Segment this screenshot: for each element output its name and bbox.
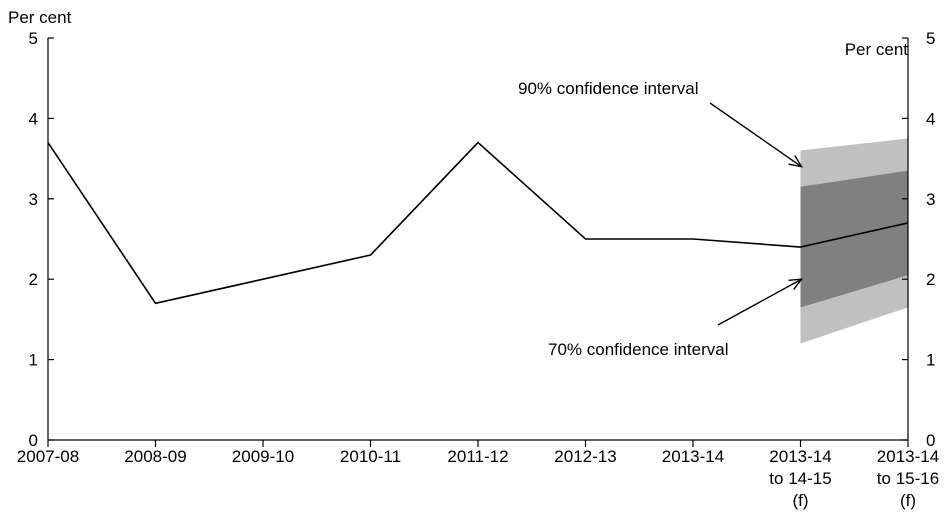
right-tick-label: 1 [926, 351, 935, 370]
x-tick-label-line: 2008-09 [124, 447, 186, 466]
x-tick-label-line: 2013-14 [769, 447, 831, 466]
axes: 0 0 1 1 2 2 3 3 4 4 5 5 2007-08 2008-09 2009-10 2010-11… [17, 29, 939, 510]
x-tick-label-line: (f) [900, 491, 916, 510]
annotation-90-label: 90% confidence interval [518, 79, 699, 98]
series-layer [47, 141, 909, 305]
left-tick-label: 3 [29, 190, 38, 209]
right-tick-label: 4 [926, 109, 935, 128]
x-tick-label: 2010-11 [340, 447, 401, 466]
x-tick-label-line: 2013-14 [877, 447, 939, 466]
left-tick-label: 1 [29, 351, 38, 370]
right-tick-label: 0 [926, 431, 935, 450]
left-tick-label: 2 [29, 270, 38, 289]
x-tick-label: 2008-09 [124, 447, 186, 466]
annotation-70-label: 70% confidence interval [548, 340, 729, 359]
x-tick-label: 2013-14 to 15-16 (f) [877, 447, 939, 510]
left-tick-label: 5 [29, 29, 38, 48]
x-tick-label-line: 2012-13 [554, 447, 616, 466]
annotation-70-arrow-shaft [717, 278, 802, 326]
x-tick-label-line: (f) [792, 491, 808, 510]
right-tick-label: 5 [926, 29, 935, 48]
annotation-70-arrow-head [788, 278, 804, 290]
right-tick-label: 3 [926, 190, 935, 209]
x-tick-label: 2013-14 to 14-15 (f) [769, 447, 831, 510]
x-tick-label: 2007-08 [17, 447, 79, 466]
series-line-0 [47, 141, 909, 305]
annotation-90-arrow-head [788, 155, 803, 168]
x-tick-label-line: 2007-08 [17, 447, 79, 466]
x-tick-label-line: to 15-16 [877, 469, 939, 488]
left-tick-label: 0 [29, 431, 38, 450]
annotation-90-arrow [709, 102, 803, 168]
annotation-90-arrow-shaft [709, 102, 802, 168]
left-tick-label: 4 [29, 109, 38, 128]
annotations: 90% confidence interval 70% confidence in… [518, 79, 804, 359]
confidence-bands [800, 138, 908, 344]
right-axis-title: Per cent [845, 40, 909, 59]
x-tick-label-line: 2011-12 [447, 447, 508, 466]
annotation-70-arrow [717, 278, 804, 326]
x-tick-label-line: 2009-10 [232, 447, 294, 466]
x-tick-label: 2009-10 [232, 447, 294, 466]
x-tick-label: 2011-12 [447, 447, 508, 466]
left-axis-title: Per cent [8, 8, 72, 27]
x-tick-label-line: 2013-14 [662, 447, 724, 466]
band-70 [800, 170, 908, 308]
x-tick-label: 2012-13 [554, 447, 616, 466]
x-tick-label: 2013-14 [662, 447, 724, 466]
right-tick-label: 2 [926, 270, 935, 289]
x-tick-label-line: to 14-15 [769, 469, 831, 488]
x-tick-label-line: 2010-11 [340, 447, 401, 466]
